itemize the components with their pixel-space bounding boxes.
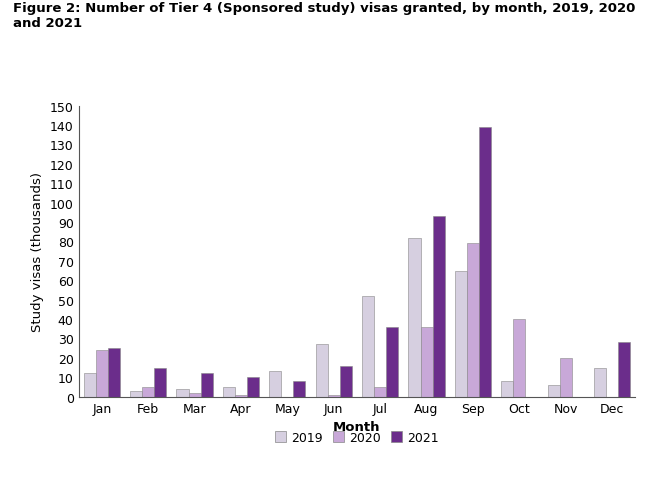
Y-axis label: Study visas (thousands): Study visas (thousands): [31, 172, 45, 332]
Bar: [467, 244, 479, 397]
Bar: [247, 378, 259, 397]
Bar: [340, 366, 352, 397]
Bar: [269, 372, 282, 397]
Bar: [409, 238, 421, 397]
Bar: [96, 350, 108, 397]
Bar: [223, 387, 235, 397]
Bar: [374, 387, 386, 397]
Bar: [514, 319, 525, 397]
Bar: [548, 385, 560, 397]
Bar: [108, 348, 120, 397]
Bar: [142, 387, 154, 397]
Bar: [455, 271, 467, 397]
Bar: [386, 327, 398, 397]
Bar: [293, 381, 305, 397]
Bar: [154, 368, 166, 397]
Bar: [328, 395, 340, 397]
Bar: [84, 374, 96, 397]
Bar: [176, 389, 189, 397]
Bar: [130, 391, 142, 397]
Bar: [560, 358, 572, 397]
Bar: [432, 217, 445, 397]
Bar: [316, 345, 328, 397]
Text: Figure 2: Number of Tier 4 (Sponsored study) visas granted, by month, 2019, 2020: Figure 2: Number of Tier 4 (Sponsored st…: [13, 2, 635, 30]
Bar: [618, 343, 630, 397]
Bar: [189, 393, 200, 397]
Bar: [200, 374, 213, 397]
X-axis label: Month: Month: [333, 420, 381, 433]
Legend: 2019, 2020, 2021: 2019, 2020, 2021: [270, 426, 444, 449]
Bar: [235, 395, 247, 397]
Bar: [594, 368, 606, 397]
Bar: [421, 327, 432, 397]
Bar: [362, 296, 374, 397]
Bar: [479, 128, 491, 397]
Bar: [501, 381, 514, 397]
